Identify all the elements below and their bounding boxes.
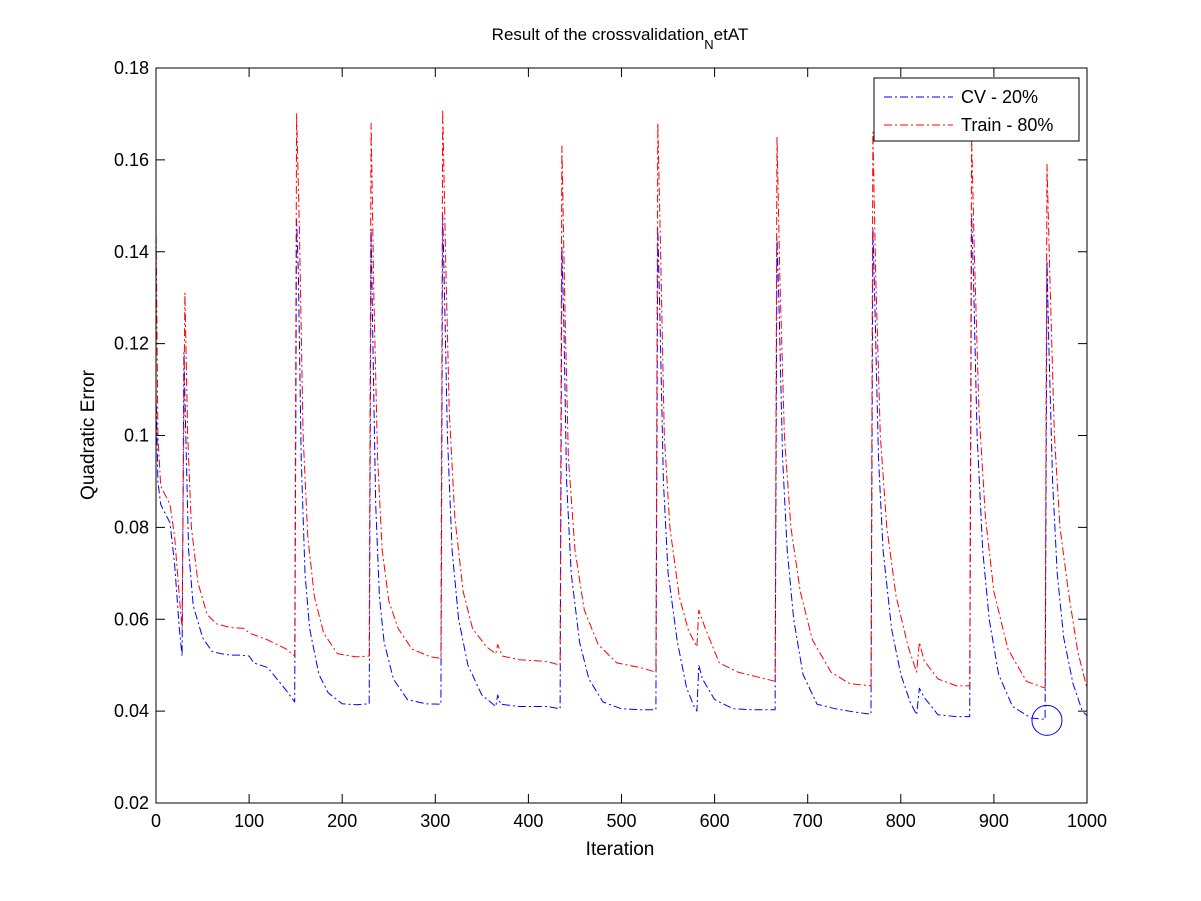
chart-title-prefix: Result of the crossvalidation [492,25,705,44]
x-tick-label: 1000 [1067,811,1107,831]
y-tick-label: 0.02 [114,793,149,813]
series-line-train [155,108,1088,689]
y-tick-label: 0.14 [114,242,149,262]
x-tick-label: 800 [886,811,916,831]
chart-title-suffix: etAT [714,25,749,44]
chart-title-subscript: N [704,37,713,52]
y-axis-label: Quadratic Error [78,369,99,500]
series-line-cv [155,214,1088,720]
series-layer [155,108,1088,720]
x-axis-label: Iteration [586,839,655,860]
y-tick-label: 0.04 [114,701,149,721]
legend-box [873,77,1080,142]
x-tick-label: 100 [234,811,264,831]
chart-title: Result of the crossvalidationNetAT [492,25,749,52]
y-axis: 0.02 0.04 0.06 0.08 0.1 0.12 0.14 0.16 0.18 [114,58,1087,813]
x-tick-label: 200 [327,811,357,831]
x-tick-label: 700 [793,811,823,831]
minimum-marker [1031,704,1063,736]
x-tick-label: 900 [979,811,1009,831]
legend-label-cv: CV - 20% [961,87,1038,107]
plot-area [156,68,1087,803]
y-tick-label: 0.16 [114,150,149,170]
x-tick-label: 0 [151,811,161,831]
x-axis: 0 100 200 300 400 500 600 700 800 900 1000 [151,68,1107,831]
y-tick-label: 0.1 [124,426,149,446]
x-tick-label: 400 [513,811,543,831]
y-tick-label: 0.12 [114,334,149,354]
legend-label-train: Train - 80% [961,115,1053,135]
x-tick-label: 300 [420,811,450,831]
x-tick-label: 500 [606,811,636,831]
y-tick-label: 0.08 [114,517,149,537]
x-tick-label: 600 [700,811,730,831]
y-tick-label: 0.18 [114,58,149,78]
marker-layer [1031,704,1063,736]
legend: CV - 20% Train - 80% [873,77,1080,142]
y-tick-label: 0.06 [114,609,149,629]
